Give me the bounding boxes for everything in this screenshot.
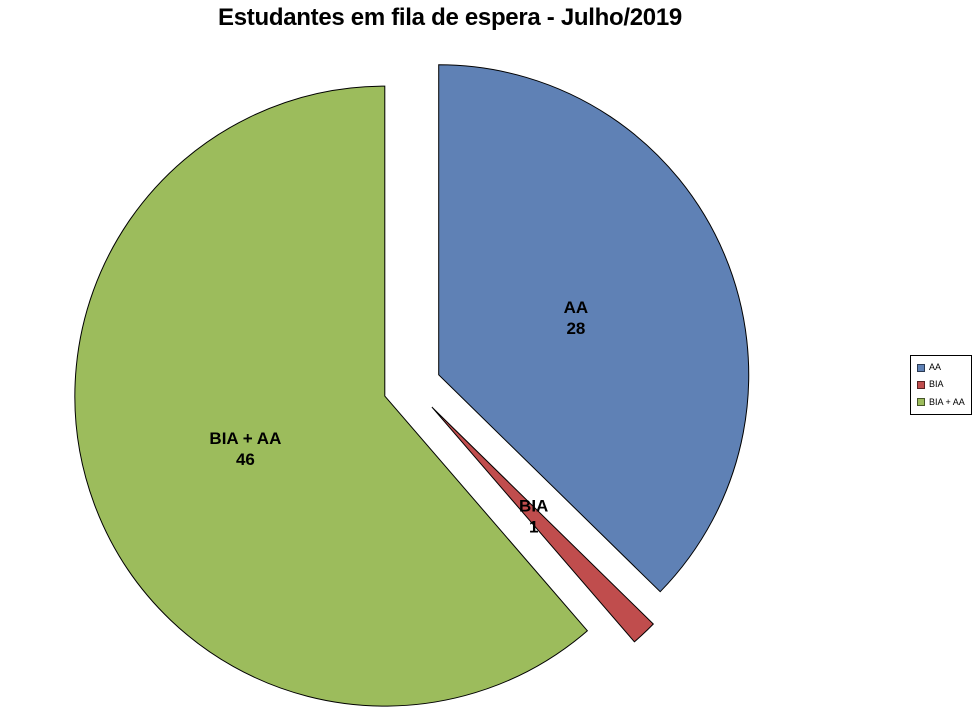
slice-label-aa: AA 28 (564, 298, 589, 338)
slice-label-bia: BIA 1 (519, 497, 548, 537)
pie-slice-bia-aa (74, 85, 589, 707)
pie-slice-bia (431, 406, 655, 643)
legend-item-aa: AA (917, 361, 969, 374)
legend-swatch-bia (917, 380, 925, 389)
legend-item-bia-aa: BIA + AA (917, 396, 969, 409)
pie-slice-aa (438, 64, 750, 593)
legend-label-bia: BIA (929, 379, 944, 390)
chart-legend: AA BIA BIA + AA (910, 355, 972, 415)
legend-label-bia-aa: BIA + AA (929, 396, 965, 407)
chart-title: Estudantes em fila de espera - Julho/201… (218, 4, 682, 31)
legend-swatch-bia-aa (917, 398, 925, 407)
legend-item-bia: BIA (917, 378, 969, 391)
legend-label-aa: AA (929, 362, 942, 373)
legend-swatch-aa (917, 363, 925, 372)
slice-label-bia-aa: BIA + AA 46 (209, 429, 281, 469)
